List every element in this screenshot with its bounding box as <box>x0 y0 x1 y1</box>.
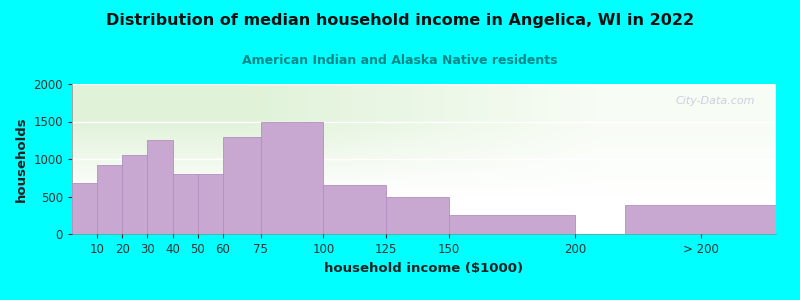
Bar <box>122 155 147 234</box>
Bar <box>72 183 97 234</box>
Bar <box>261 122 323 234</box>
Bar <box>173 174 198 234</box>
Bar <box>97 165 122 234</box>
Bar <box>625 205 776 234</box>
Bar <box>449 215 575 234</box>
Y-axis label: households: households <box>14 116 28 202</box>
Text: City-Data.com: City-Data.com <box>675 96 755 106</box>
Text: American Indian and Alaska Native residents: American Indian and Alaska Native reside… <box>242 53 558 67</box>
Bar <box>198 174 235 234</box>
Bar <box>147 140 173 234</box>
Text: Distribution of median household income in Angelica, WI in 2022: Distribution of median household income … <box>106 14 694 28</box>
Bar <box>386 196 449 234</box>
Bar <box>223 137 286 234</box>
Bar <box>323 185 386 234</box>
X-axis label: household income ($1000): household income ($1000) <box>325 262 523 275</box>
